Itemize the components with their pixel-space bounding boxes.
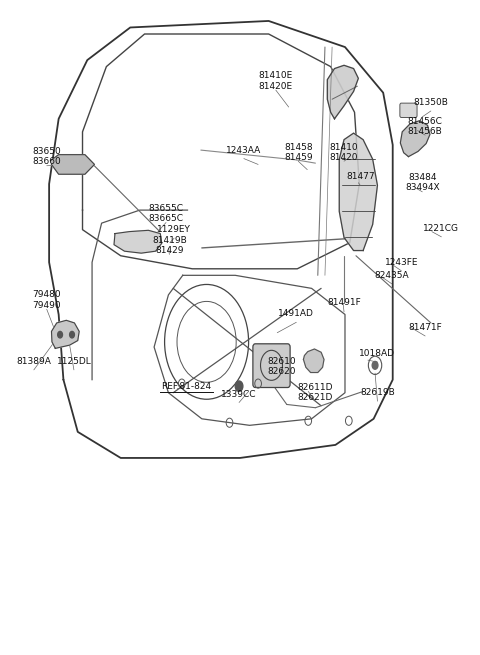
Polygon shape xyxy=(339,133,377,251)
FancyBboxPatch shape xyxy=(253,344,290,388)
Text: 81458
81459: 81458 81459 xyxy=(284,143,312,162)
Text: 81477: 81477 xyxy=(346,172,374,181)
Text: 81410
81420: 81410 81420 xyxy=(330,143,359,162)
Polygon shape xyxy=(51,155,95,174)
Text: 1243AA: 1243AA xyxy=(226,145,262,155)
Text: 1125DL: 1125DL xyxy=(57,357,91,366)
Text: 81419B
81429: 81419B 81429 xyxy=(152,236,187,255)
Text: 81389A: 81389A xyxy=(16,357,51,366)
Text: 82611D
82621D: 82611D 82621D xyxy=(298,383,333,402)
Circle shape xyxy=(372,362,378,369)
Polygon shape xyxy=(400,121,430,157)
Polygon shape xyxy=(303,349,324,373)
Text: 81410E
81420E: 81410E 81420E xyxy=(259,71,293,90)
Text: 1243FE: 1243FE xyxy=(384,258,418,267)
Text: 82435A: 82435A xyxy=(374,271,409,280)
Text: 1221CG: 1221CG xyxy=(423,224,459,233)
Text: 83650
83660: 83650 83660 xyxy=(32,147,61,166)
Polygon shape xyxy=(327,66,359,119)
Text: 1129EY: 1129EY xyxy=(157,225,191,234)
Polygon shape xyxy=(114,231,162,253)
Text: 82619B: 82619B xyxy=(360,388,395,397)
Text: 81471F: 81471F xyxy=(408,323,442,332)
Circle shape xyxy=(58,331,62,338)
Text: 83655C
83665C: 83655C 83665C xyxy=(148,204,183,223)
Text: 81456C
81456B: 81456C 81456B xyxy=(408,117,443,136)
Polygon shape xyxy=(51,320,79,348)
Text: 79480
79490: 79480 79490 xyxy=(33,290,61,310)
Text: 82610
82620: 82610 82620 xyxy=(268,357,296,377)
Circle shape xyxy=(235,381,243,392)
Circle shape xyxy=(70,331,74,338)
Text: 1018AD: 1018AD xyxy=(360,349,396,358)
Text: 1339CC: 1339CC xyxy=(221,390,257,398)
Text: REF.81-824: REF.81-824 xyxy=(161,382,212,390)
Text: 1491AD: 1491AD xyxy=(278,309,314,318)
Text: 81491F: 81491F xyxy=(327,298,361,307)
Text: 81350B: 81350B xyxy=(413,98,448,107)
FancyBboxPatch shape xyxy=(400,103,417,117)
Text: 83484
83494X: 83484 83494X xyxy=(405,173,440,193)
